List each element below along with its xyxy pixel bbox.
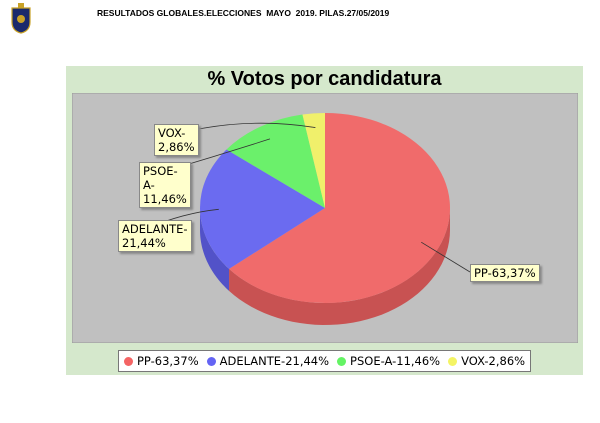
legend-item: ADELANTE-21,44% — [206, 354, 330, 368]
pie-slice — [226, 114, 325, 208]
legend-swatch — [337, 356, 347, 366]
data-label: PP-63,37% — [470, 264, 540, 282]
pie-slice-side — [200, 208, 230, 291]
pie-slice-side — [229, 208, 450, 325]
legend-swatch — [206, 356, 216, 366]
legend-item: PP-63,37% — [124, 354, 199, 368]
plot-area — [72, 93, 578, 343]
legend-item: PSOE-A-11,46% — [337, 354, 440, 368]
leader-line — [183, 122, 316, 133]
leader-line — [421, 241, 471, 273]
pie-slice — [200, 149, 325, 269]
legend-label: ADELANTE-21,44% — [219, 354, 330, 368]
data-label: VOX-2,86% — [154, 124, 199, 156]
legend-swatch — [124, 356, 133, 366]
header-title: RESULTADOS GLOBALES.ELECCIONES MAYO 2019… — [97, 8, 390, 18]
logo — [11, 3, 31, 34]
data-label: PSOE-A-11,46% — [139, 162, 191, 208]
legend-swatch — [448, 356, 458, 366]
legend-label: VOX-2,86% — [461, 354, 526, 368]
legend-label: PSOE-A-11,46% — [350, 354, 441, 368]
data-label: ADELANTE-21,44% — [118, 220, 192, 252]
pie-slice — [229, 113, 451, 303]
legend-item: VOX-2,86% — [448, 354, 525, 368]
chart-panel: % Votos por candidatura PP-63,37% ADELANT… — [66, 66, 583, 375]
legend: PP-63,37% ADELANTE-21,44% PSOE-A-11,46% VOX… — [118, 350, 532, 372]
chart-title: % Votos por candidatura — [207, 68, 442, 90]
pie-slice — [302, 113, 325, 208]
legend-label: PP-63,37% — [137, 354, 199, 368]
